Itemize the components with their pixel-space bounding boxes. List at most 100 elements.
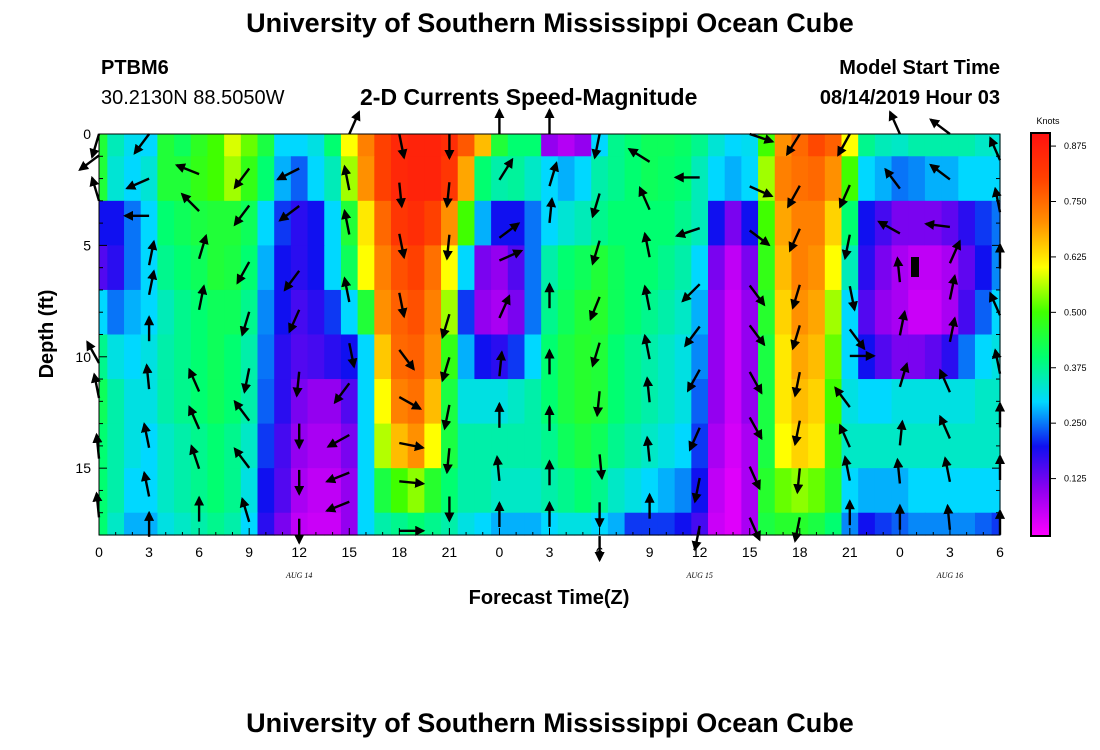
heatmap-cell (124, 379, 142, 425)
heatmap-cell (724, 156, 742, 202)
heatmap-cell (924, 134, 943, 157)
current-arrow (841, 234, 852, 261)
heatmap-cell (507, 134, 526, 157)
current-arrow (325, 471, 350, 484)
heatmap-cell (374, 289, 392, 336)
heatmap-cell (724, 289, 742, 336)
heatmap-cell (324, 134, 342, 157)
heatmap-cell (924, 245, 943, 291)
heatmap-cell (691, 134, 709, 157)
heatmap-cell (791, 156, 809, 202)
heatmap-cell (624, 423, 642, 469)
heatmap-cell (741, 134, 759, 157)
heatmap-cell (624, 379, 642, 425)
heatmap-cell (808, 200, 826, 246)
heatmap-cell (157, 289, 175, 336)
heatmap-cell (641, 134, 659, 157)
heatmap-cell (541, 245, 559, 291)
current-arrow (442, 448, 453, 475)
colorbar-tick-label: 0.625 (1064, 252, 1087, 262)
heatmap-cell (374, 379, 392, 425)
current-arrow (341, 208, 352, 235)
x-tick-label: 15 (341, 544, 357, 560)
current-arrow (347, 342, 358, 369)
heatmap-cell (824, 468, 843, 514)
heatmap-cell (657, 379, 676, 425)
heatmap-cell (691, 423, 709, 469)
heatmap-cell (324, 512, 342, 536)
heatmap-cell (390, 334, 409, 380)
heatmap-cell (174, 379, 192, 425)
current-arrow (89, 175, 101, 202)
heatmap-cell (441, 156, 459, 202)
heatmap-cell (441, 379, 459, 425)
heatmap-cell (124, 134, 142, 157)
colorbar-tick-label: 0.250 (1064, 418, 1087, 428)
heatmap-cell (574, 468, 592, 514)
colorbar-scale (1030, 132, 1051, 537)
x-tick-label: 21 (442, 544, 458, 560)
heatmap-cell (357, 468, 375, 514)
heatmap-cell (858, 289, 876, 336)
heatmap-cell (708, 468, 726, 514)
current-arrow (790, 284, 801, 310)
colorbar-unit-label: Knots (1036, 116, 1060, 126)
heatmap-cell (240, 334, 259, 380)
heatmap-cell (624, 468, 642, 514)
heatmap-cell (974, 468, 993, 514)
current-arrow (847, 285, 858, 312)
current-arrow (341, 164, 352, 191)
heatmap-cell (99, 156, 108, 202)
heatmap-cell (307, 134, 325, 157)
heatmap-cell (357, 512, 375, 536)
heatmap-cell (657, 289, 676, 336)
heatmap-cell (774, 512, 793, 536)
heatmap-cell (724, 134, 742, 157)
heatmap-cell (324, 200, 342, 246)
heatmap-cell (974, 289, 993, 336)
heatmap-cell (924, 156, 943, 202)
x-tick-label: 6 (195, 544, 203, 560)
heatmap-cell (724, 200, 742, 246)
heatmap-cell (774, 245, 793, 291)
heatmap-cell (908, 156, 926, 202)
heatmap-cell (574, 334, 592, 380)
current-arrow (748, 229, 771, 247)
current-arrow (596, 454, 607, 481)
heatmap-cell (157, 200, 175, 246)
heatmap-cell (290, 379, 309, 425)
heatmap-cell (124, 200, 142, 246)
current-arrow (943, 503, 954, 530)
page-title-bottom: University of Southern Mississippi Ocean… (246, 708, 854, 738)
current-arrow (90, 372, 101, 399)
current-arrow (399, 477, 426, 488)
current-arrow (590, 193, 601, 219)
heatmap-cell (174, 512, 192, 536)
x-tick-label: 0 (496, 544, 504, 560)
heatmap-cell (657, 134, 676, 157)
current-arrow (748, 371, 763, 395)
heatmap-cell (507, 468, 526, 514)
heatmap-cell (474, 134, 492, 157)
heatmap-cell (741, 334, 759, 380)
heatmap-cell (224, 379, 242, 425)
heatmap-cell (307, 289, 325, 336)
heatmap-cell (207, 156, 225, 202)
heatmap-cell (257, 134, 275, 157)
heatmap-cell (908, 379, 926, 425)
current-arrow (325, 500, 350, 513)
current-arrow (627, 148, 651, 163)
heatmap-cell (324, 245, 342, 291)
heatmap-cell (357, 423, 375, 469)
heatmap-cell (791, 245, 809, 291)
current-arrow (233, 167, 251, 190)
heatmap-cell (808, 289, 826, 336)
heatmap-cell (774, 468, 793, 514)
heatmap-cell (140, 245, 158, 291)
heatmap-cell (107, 423, 125, 469)
heatmap-cell (491, 379, 509, 425)
heatmap-cell (257, 289, 275, 336)
heatmap-cell (307, 156, 325, 202)
heatmap-cell (974, 245, 993, 291)
heatmap-cell (407, 289, 425, 336)
